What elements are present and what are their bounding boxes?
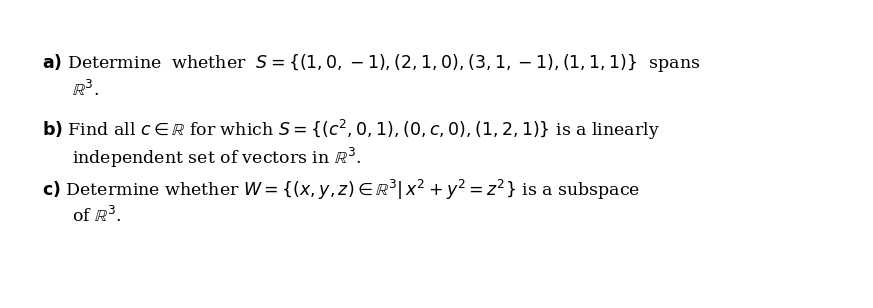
Text: independent set of vectors in $\mathbb{R}^3$.: independent set of vectors in $\mathbb{R… — [72, 146, 361, 170]
Text: $\mathbf{b)}$ Find all $c \in \mathbb{R}$ for which $S = \{(c^2,0,1),(0,c,0),(1,: $\mathbf{b)}$ Find all $c \in \mathbb{R}… — [42, 118, 660, 142]
Text: $\mathbf{c)}$ Determine whether $W = \{(x,y,z) \in \mathbb{R}^3|\, x^2 + y^2 = z: $\mathbf{c)}$ Determine whether $W = \{(… — [42, 178, 640, 202]
Text: $\mathbb{R}^3$.: $\mathbb{R}^3$. — [72, 80, 99, 100]
Text: of $\mathbb{R}^3$.: of $\mathbb{R}^3$. — [72, 206, 121, 226]
Text: $\mathbf{a)}$ Determine  whether  $S = \{(1,0,-1),(2,1,0),(3,1,-1),(1,1,1)\}$  s: $\mathbf{a)}$ Determine whether $S = \{(… — [42, 52, 700, 74]
